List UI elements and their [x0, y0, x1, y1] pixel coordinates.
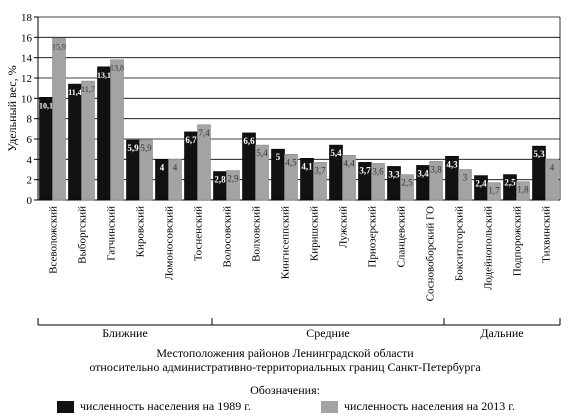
data-label-1989: 11,4 — [68, 88, 82, 97]
category-label: Всеволожский — [48, 206, 60, 274]
category-label: Лужский — [338, 206, 350, 248]
bar-2013 — [516, 181, 530, 201]
data-label-2013: 2,5 — [401, 178, 413, 188]
group-label: Ближние — [102, 326, 148, 340]
bar-2013 — [313, 162, 327, 201]
bar-2013 — [255, 144, 269, 201]
caption-line-1: Местоположения районов Ленинградской обл… — [156, 346, 414, 360]
bar-2013 — [226, 170, 240, 201]
data-label-2013: 3,7 — [314, 165, 326, 175]
data-label-1989: 3,4 — [417, 168, 429, 178]
data-label-2013: 4,5 — [285, 157, 297, 167]
category-label: Сосновоборский ГО — [425, 206, 437, 301]
data-label-1989: 5 — [276, 152, 281, 162]
data-label-1989: 5,3 — [533, 149, 545, 159]
y-tick-label: 14 — [21, 53, 33, 65]
category-label: Кировский — [135, 206, 147, 257]
data-label-2013: 15,9 — [52, 42, 66, 51]
data-label-1989: 2,4 — [475, 179, 487, 189]
data-label-2013: 4 — [550, 162, 555, 172]
category-label: Тосненский — [193, 206, 205, 261]
category-label: Волховский — [251, 206, 263, 262]
bar-2013 — [168, 159, 182, 201]
data-label-1989: 2,5 — [504, 178, 516, 188]
bar-2013 — [400, 174, 414, 201]
y-tick-label: 8 — [27, 114, 33, 126]
bar-2013 — [284, 153, 298, 201]
data-label-1989: 4,3 — [446, 159, 458, 169]
bar-1989 — [39, 97, 53, 201]
data-label-1989: 13,1 — [97, 71, 111, 80]
bar-2013 — [429, 161, 443, 201]
data-label-2013: 1,8 — [517, 185, 529, 195]
category-label: Приозерский — [367, 206, 379, 268]
y-tick-label: 18 — [21, 12, 33, 24]
category-label: Гатчинский — [106, 206, 118, 261]
category-label: Кингисеппский — [280, 206, 292, 279]
category-label: Ломоносовский — [164, 206, 176, 280]
y-tick-label: 2 — [27, 175, 33, 187]
data-label-1989: 5,4 — [330, 148, 342, 158]
bar-2013 — [342, 154, 356, 201]
data-label-2013: 3,6 — [372, 166, 384, 176]
group-label: Дальние — [480, 326, 523, 340]
legend-label-2013: численность населения на 2013 г. — [344, 399, 515, 413]
data-label-1989: 3,3 — [388, 169, 400, 179]
data-label-2013: 13,8 — [110, 64, 124, 73]
bar-1989 — [68, 83, 82, 201]
legend-swatch-1989 — [57, 400, 74, 413]
category-label: Волосовский — [222, 206, 234, 268]
data-label-2013: 2,9 — [227, 174, 239, 184]
y-tick-label: 10 — [21, 93, 33, 105]
legend-item-2013: численность населения на 2013 г. — [321, 399, 515, 414]
bar-2013 — [487, 182, 501, 201]
category-label: Сланцевский — [396, 206, 408, 268]
data-label-1989: 6,6 — [243, 136, 255, 146]
data-label-2013: 1,7 — [488, 186, 500, 196]
bar-2013 — [110, 59, 124, 201]
data-label-1989: 4,1 — [301, 161, 313, 171]
bar-chart: 0 2 4 6 8 10 12 14 16 18 Удельный вес, % 10,1 15,9 Вс… — [5, 12, 561, 340]
y-tick-label: 16 — [21, 32, 33, 44]
data-label-1989: 2,8 — [214, 175, 226, 185]
bar-2013 — [81, 80, 95, 201]
data-label-2013: 4 — [173, 162, 178, 172]
data-label-2013: 11,7 — [81, 85, 95, 94]
y-axis-title: Удельный вес, % — [5, 65, 19, 151]
bar-2013 — [458, 169, 472, 201]
category-label: Киришский — [309, 206, 321, 261]
category-label: Выборгский — [77, 206, 89, 264]
legend-label-1989: численность населения на 1989 г. — [80, 399, 251, 413]
legend-title: Обозначения: — [250, 383, 320, 397]
category-label: Тихвинский — [541, 206, 553, 263]
data-label-1989: 4 — [160, 162, 165, 172]
data-label-2013: 4,4 — [343, 158, 355, 168]
data-label-1989: 6,7 — [185, 135, 197, 145]
bar-1989 — [97, 66, 111, 201]
category-label: Бокситогорский — [454, 206, 466, 281]
bar-2013 — [52, 38, 66, 201]
category-label: Лодейнопольский — [483, 206, 495, 290]
data-label-1989: 10,1 — [39, 101, 53, 110]
y-tick-label: 4 — [27, 154, 33, 166]
group-label: Средние — [306, 326, 349, 340]
data-label-2013: 3,8 — [430, 164, 442, 174]
bar-2013 — [139, 139, 153, 201]
category-label: Подпорожский — [512, 206, 524, 276]
data-label-2013: 3 — [463, 173, 468, 183]
bar-2013 — [545, 159, 559, 201]
data-label-1989: 5,9 — [127, 143, 139, 153]
data-label-2013: 5,4 — [256, 148, 268, 158]
y-tick-label: 0 — [27, 195, 33, 207]
legend-swatch-2013 — [321, 400, 338, 413]
y-tick-label: 6 — [27, 134, 33, 146]
caption-line-2: относительно административно-территориал… — [89, 360, 481, 374]
bar-2013 — [197, 124, 211, 201]
y-tick-label: 12 — [21, 73, 32, 85]
legend-item-1989: численность населения на 1989 г. — [57, 399, 251, 414]
data-label-2013: 5,9 — [140, 143, 152, 153]
data-label-1989: 3,7 — [359, 165, 371, 175]
data-label-2013: 7,4 — [198, 128, 210, 138]
bar-2013 — [371, 163, 385, 201]
